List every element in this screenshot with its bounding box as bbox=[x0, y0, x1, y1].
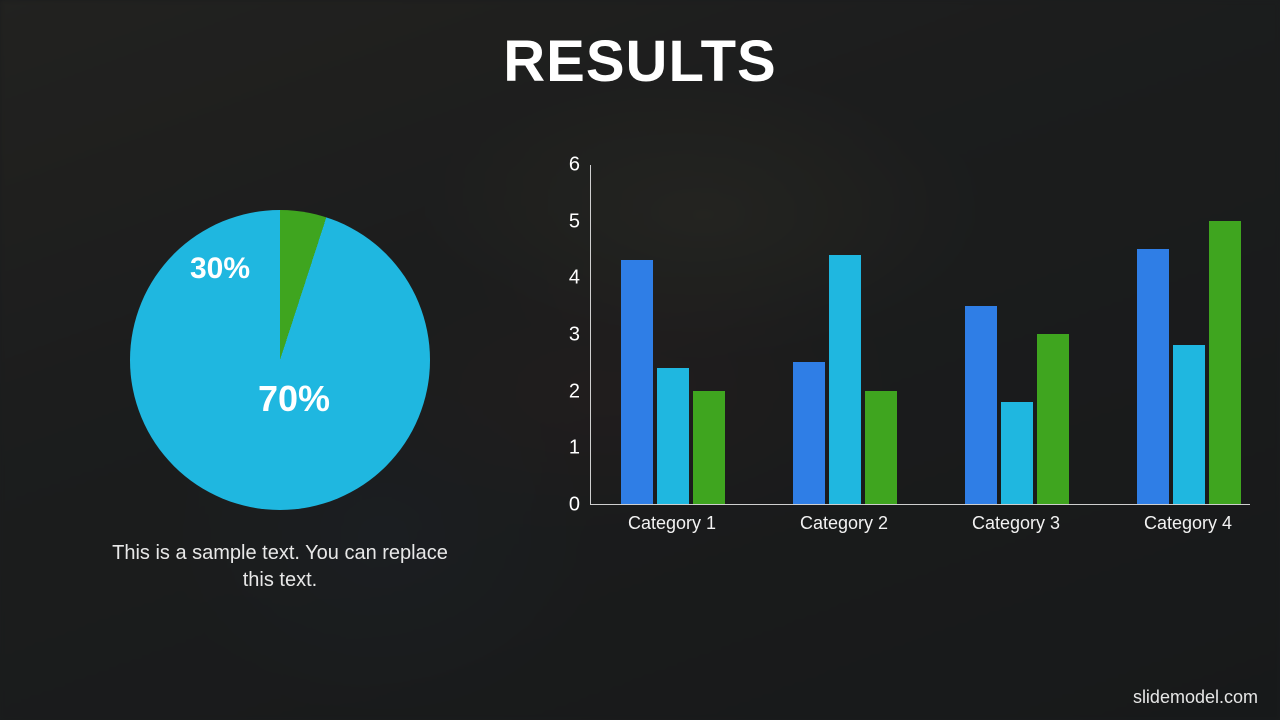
bar bbox=[793, 362, 825, 504]
y-tick-label: 1 bbox=[550, 437, 580, 460]
y-tick-label: 0 bbox=[550, 494, 580, 517]
y-tick-label: 4 bbox=[550, 267, 580, 290]
y-tick-label: 5 bbox=[550, 210, 580, 233]
bar bbox=[1037, 334, 1069, 504]
pie-slice-label-0: 30% bbox=[190, 252, 250, 286]
x-tick-label: Category 4 bbox=[1144, 513, 1232, 534]
bar-chart: 0123456Category 1Category 2Category 3Cat… bbox=[540, 165, 1250, 545]
bar bbox=[1209, 221, 1241, 504]
pie-chart: 30% 70% bbox=[130, 210, 430, 510]
pie-body bbox=[130, 210, 430, 510]
bar bbox=[657, 368, 689, 504]
bar bbox=[829, 255, 861, 504]
pie-slice-label-1: 70% bbox=[258, 378, 330, 420]
x-tick-label: Category 3 bbox=[972, 513, 1060, 534]
bar-chart-plot bbox=[590, 165, 1250, 505]
bar bbox=[621, 260, 653, 504]
x-tick-label: Category 1 bbox=[628, 513, 716, 534]
slide: RESULTS 30% 70% This is a sample text. Y… bbox=[0, 0, 1280, 720]
bar bbox=[1001, 402, 1033, 504]
watermark: slidemodel.com bbox=[1133, 687, 1258, 708]
y-tick-label: 3 bbox=[550, 324, 580, 347]
y-tick-label: 2 bbox=[550, 380, 580, 403]
bar bbox=[865, 391, 897, 504]
bar bbox=[1137, 249, 1169, 504]
bar bbox=[693, 391, 725, 504]
bar bbox=[965, 306, 997, 504]
pie-caption: This is a sample text. You can replace t… bbox=[110, 540, 450, 594]
x-tick-label: Category 2 bbox=[800, 513, 888, 534]
y-tick-label: 6 bbox=[550, 154, 580, 177]
bar bbox=[1173, 345, 1205, 504]
slide-title: RESULTS bbox=[0, 28, 1280, 95]
